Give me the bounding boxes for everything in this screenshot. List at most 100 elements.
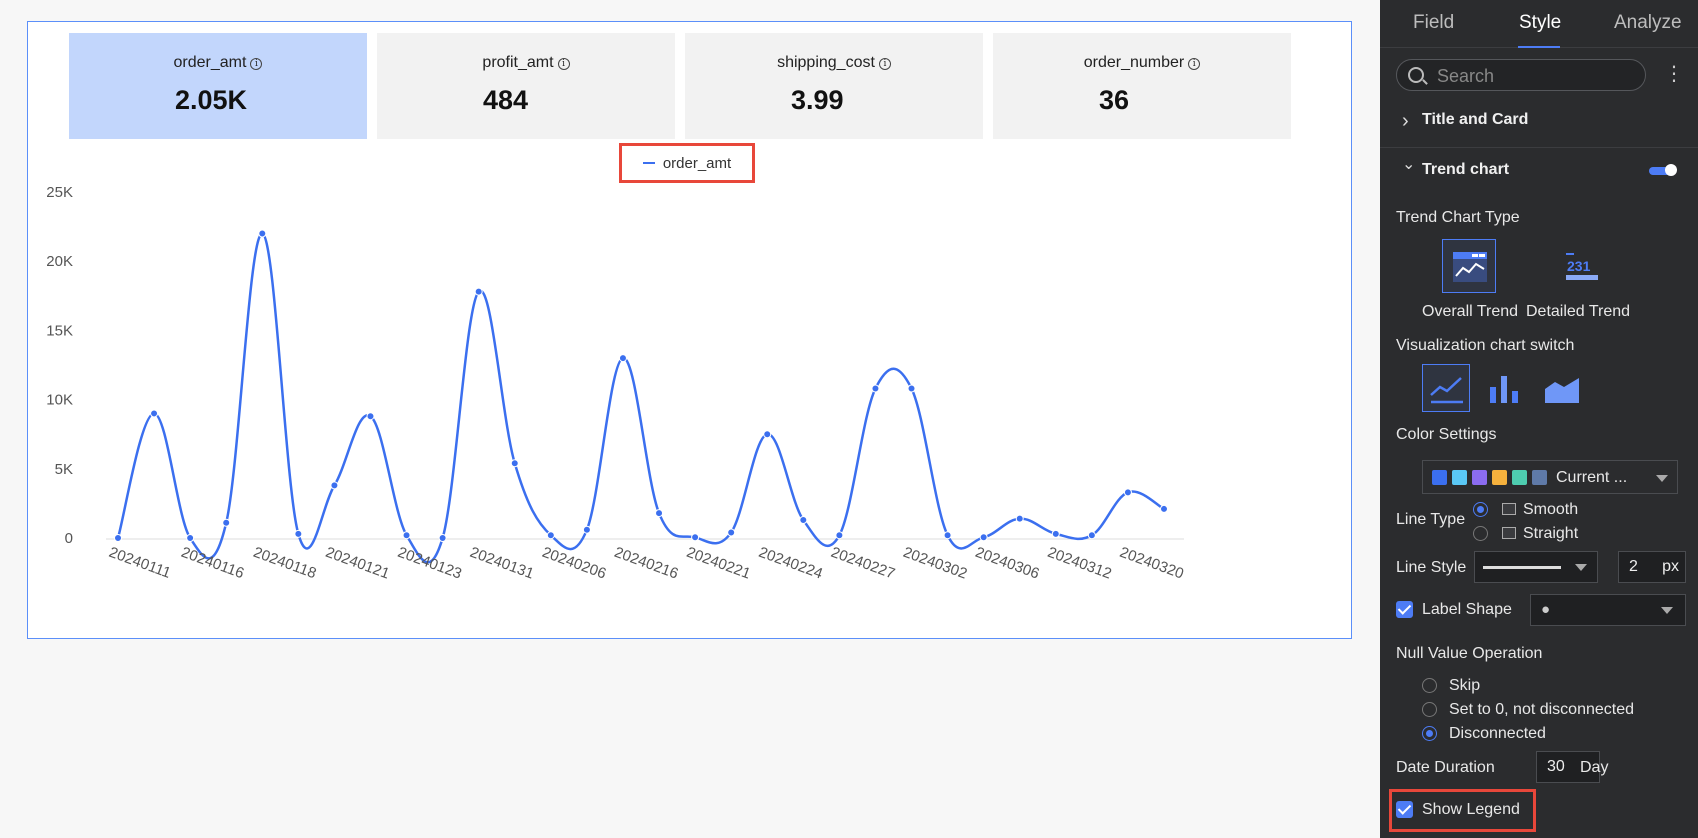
- solid-line-preview: [1483, 566, 1561, 569]
- section-trend-chart-header[interactable]: ⌄ Trend chart: [1380, 150, 1698, 186]
- color-scheme-select[interactable]: Current ...: [1422, 460, 1678, 494]
- color-swatch: [1492, 470, 1507, 485]
- data-point: [330, 481, 339, 490]
- null-disconnected-radio[interactable]: [1422, 726, 1437, 741]
- null-skip-radio[interactable]: [1422, 678, 1437, 693]
- x-tick-label: 20240224: [756, 544, 825, 583]
- color-swatch: [1452, 470, 1467, 485]
- y-tick-label: 25K: [46, 184, 73, 201]
- kpi-card-order-number[interactable]: order_number i 36: [993, 33, 1291, 139]
- tab-field[interactable]: Field: [1413, 12, 1455, 33]
- x-tick-label: 20240227: [829, 544, 898, 583]
- kpi-label-text: order_number: [1083, 54, 1185, 71]
- canvas-area: order_amt i 2.05K profit_amt i 484 shippin…: [27, 21, 1352, 639]
- color-swatch: [1532, 470, 1547, 485]
- chevron-down-icon: [1656, 475, 1668, 482]
- data-point: [655, 509, 664, 518]
- vis-switch-label: Visualization chart switch: [1396, 337, 1575, 354]
- chevron-down-icon: ⌄: [1402, 156, 1416, 173]
- show-legend-checkbox[interactable]: [1396, 801, 1413, 818]
- color-swatch: [1512, 470, 1527, 485]
- data-point: [510, 459, 519, 468]
- null-set-zero-radio[interactable]: [1422, 702, 1437, 717]
- x-tick-label: 20240123: [395, 544, 464, 583]
- date-duration-input[interactable]: 30: [1536, 751, 1600, 783]
- active-tab-indicator: [1518, 46, 1560, 48]
- detailed-trend-option[interactable]: 231: [1552, 239, 1606, 293]
- label-shape-select[interactable]: ●: [1530, 594, 1686, 626]
- data-point: [222, 518, 231, 527]
- data-point: [402, 531, 411, 540]
- line-type-straight-label: Straight: [1523, 525, 1579, 542]
- kpi-label-text: order_amt: [173, 54, 247, 71]
- chevron-right-icon: ›: [1402, 110, 1409, 132]
- line-type-smooth-radio[interactable]: [1473, 502, 1488, 517]
- color-swatch: [1472, 470, 1487, 485]
- overall-trend-option[interactable]: [1442, 239, 1496, 293]
- chevron-down-icon: [1661, 607, 1673, 614]
- show-legend-label: Show Legend: [1422, 801, 1520, 818]
- data-point: [1123, 488, 1132, 497]
- search-input[interactable]: Search: [1396, 59, 1646, 91]
- kpi-label: profit_amt i: [377, 54, 675, 72]
- y-tick-label: 10K: [46, 392, 73, 409]
- detailed-trend-label: Detailed Trend: [1526, 303, 1631, 320]
- info-icon[interactable]: i: [1188, 58, 1201, 70]
- y-tick-label: 15K: [46, 322, 73, 339]
- data-point: [727, 528, 736, 537]
- kpi-card-shipping-cost[interactable]: shipping_cost i 3.99: [685, 33, 983, 139]
- kpi-label-text: profit_amt: [482, 54, 554, 71]
- data-point: [582, 525, 591, 534]
- line-chart-option[interactable]: [1422, 364, 1470, 412]
- data-point: [474, 287, 483, 296]
- line-width-input[interactable]: 2 px: [1618, 551, 1686, 583]
- label-shape-label: Label Shape: [1422, 601, 1512, 618]
- tab-analyze[interactable]: Analyze: [1614, 12, 1682, 33]
- line-type-smooth-label: Smooth: [1523, 501, 1579, 518]
- dot-shape-icon: ●: [1541, 601, 1551, 618]
- line-type-straight-radio[interactable]: [1473, 526, 1488, 541]
- date-duration-unit: Day: [1580, 759, 1609, 776]
- data-point: [1087, 531, 1096, 540]
- search-icon: [1408, 67, 1424, 83]
- data-point: [438, 534, 447, 542]
- trend-chart-card[interactable]: order_amt i 2.05K profit_amt i 484 shippin…: [27, 21, 1352, 639]
- x-tick-label: 20240116: [179, 544, 246, 582]
- area-chart-option[interactable]: [1537, 364, 1585, 412]
- style-panel: Field Style Analyze Search ⋮ › Title and…: [1380, 0, 1698, 838]
- label-shape-checkbox[interactable]: [1396, 601, 1413, 618]
- line-style-select[interactable]: [1474, 551, 1598, 583]
- null-value-label: Null Value Operation: [1396, 645, 1543, 662]
- info-icon[interactable]: i: [557, 58, 570, 70]
- null-disconnected-label: Disconnected: [1449, 725, 1546, 742]
- section-title-and-card[interactable]: › Title and Card: [1380, 100, 1698, 148]
- show-legend-highlight: [1389, 789, 1536, 832]
- bar-chart-option[interactable]: [1480, 364, 1528, 412]
- data-point: [150, 409, 159, 418]
- data-point: [763, 430, 772, 439]
- kpi-value: 3.99: [791, 85, 844, 115]
- kpi-label: order_amt i: [69, 54, 367, 72]
- x-tick-label: 20240306: [973, 544, 1042, 583]
- series-line-order-amt: [116, 232, 1165, 564]
- line-style-label: Line Style: [1396, 559, 1467, 576]
- chart-legend[interactable]: order_amt: [619, 143, 755, 183]
- kpi-card-profit-amt[interactable]: profit_amt i 484: [377, 33, 675, 139]
- data-point: [1015, 514, 1024, 523]
- more-options-icon[interactable]: ⋮: [1664, 63, 1684, 85]
- x-tick-label: 20240121: [323, 544, 392, 583]
- x-tick-label: 20240216: [612, 544, 681, 583]
- tab-style[interactable]: Style: [1519, 12, 1562, 33]
- data-point: [979, 533, 988, 542]
- data-point: [618, 354, 627, 363]
- data-point: [835, 531, 844, 540]
- trend-chart-toggle[interactable]: [1649, 164, 1677, 176]
- info-icon[interactable]: i: [250, 58, 263, 70]
- line-width-unit: px: [1662, 558, 1679, 575]
- kpi-card-order-amt[interactable]: order_amt i 2.05K: [69, 33, 367, 139]
- x-tick-label: 20240118: [251, 544, 318, 582]
- overall-trend-icon: [1453, 252, 1487, 282]
- info-icon[interactable]: i: [878, 58, 891, 70]
- straight-line-icon: [1502, 527, 1516, 539]
